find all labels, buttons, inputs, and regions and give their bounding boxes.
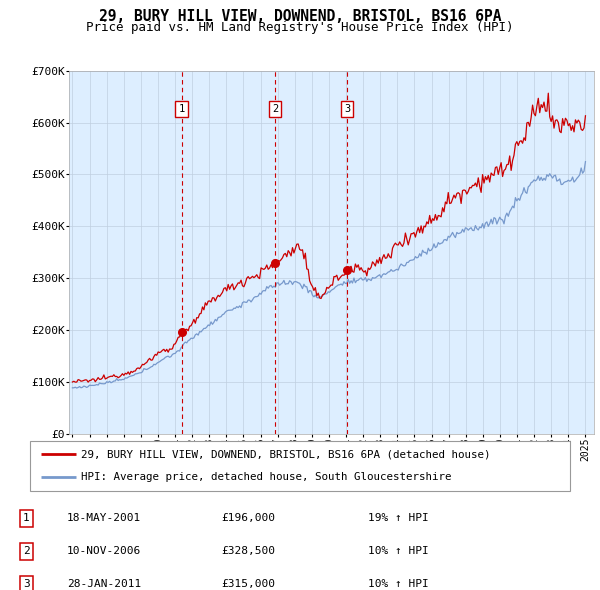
Text: HPI: Average price, detached house, South Gloucestershire: HPI: Average price, detached house, Sout… xyxy=(82,473,452,483)
Text: 29, BURY HILL VIEW, DOWNEND, BRISTOL, BS16 6PA: 29, BURY HILL VIEW, DOWNEND, BRISTOL, BS… xyxy=(99,9,501,24)
Text: £196,000: £196,000 xyxy=(221,513,275,523)
Text: 2: 2 xyxy=(272,104,278,114)
Text: 10% ↑ HPI: 10% ↑ HPI xyxy=(368,579,428,589)
Text: Price paid vs. HM Land Registry's House Price Index (HPI): Price paid vs. HM Land Registry's House … xyxy=(86,21,514,34)
FancyBboxPatch shape xyxy=(30,441,570,491)
Text: 3: 3 xyxy=(23,579,30,589)
Text: 19% ↑ HPI: 19% ↑ HPI xyxy=(368,513,428,523)
Text: 10% ↑ HPI: 10% ↑ HPI xyxy=(368,546,428,556)
Text: £315,000: £315,000 xyxy=(221,579,275,589)
Text: 18-MAY-2001: 18-MAY-2001 xyxy=(67,513,141,523)
Text: 2: 2 xyxy=(23,546,30,556)
Text: 1: 1 xyxy=(23,513,30,523)
Text: 29, BURY HILL VIEW, DOWNEND, BRISTOL, BS16 6PA (detached house): 29, BURY HILL VIEW, DOWNEND, BRISTOL, BS… xyxy=(82,449,491,459)
Text: 28-JAN-2011: 28-JAN-2011 xyxy=(67,579,141,589)
Text: 1: 1 xyxy=(178,104,185,114)
Text: 10-NOV-2006: 10-NOV-2006 xyxy=(67,546,141,556)
Text: £328,500: £328,500 xyxy=(221,546,275,556)
Text: 3: 3 xyxy=(344,104,350,114)
